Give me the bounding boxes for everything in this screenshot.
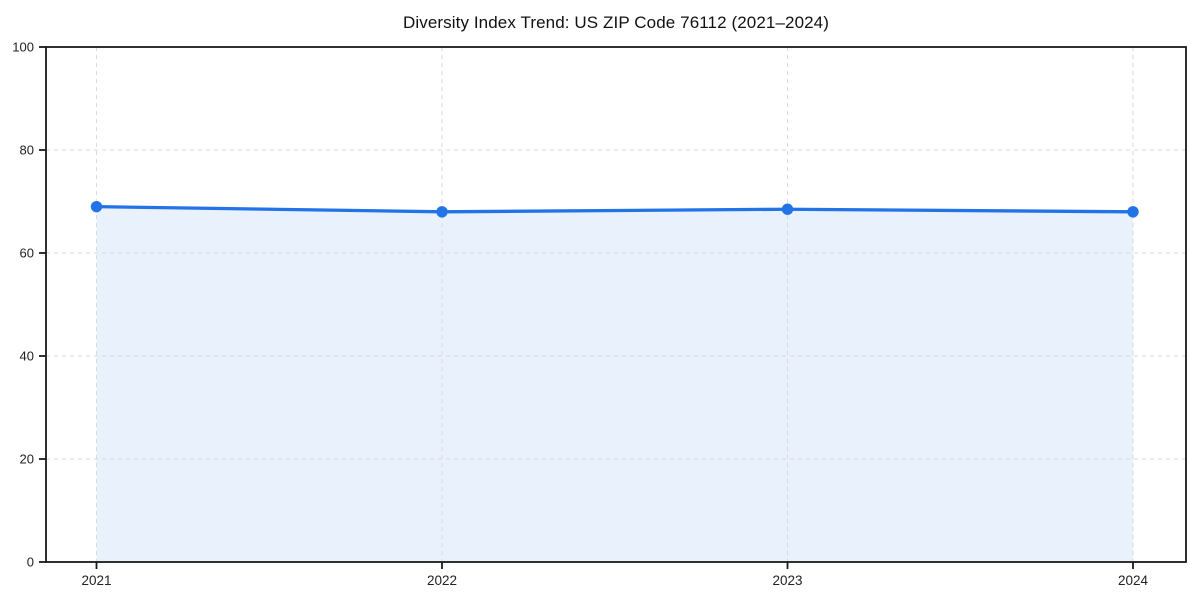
data-point-marker [90,200,103,213]
data-point-marker [781,203,794,215]
x-tick-label: 2021 [81,573,111,588]
x-tick-label: 2022 [427,573,457,588]
y-tick-label: 80 [20,143,34,158]
y-tick-label: 20 [20,452,34,467]
x-tick-label: 2024 [1118,573,1149,588]
area-fill [96,206,1133,562]
y-tick-label: 100 [12,40,34,55]
data-point-marker [1127,206,1139,218]
y-tick-label: 40 [20,349,34,364]
y-tick-label: 60 [20,246,34,261]
chart-title: Diversity Index Trend: US ZIP Code 76112… [402,13,830,32]
x-tick-label: 2023 [772,573,802,588]
data-point-marker [436,206,448,218]
plot-border [45,46,1187,563]
y-tick-label: 0 [27,555,34,570]
trend-line [94,204,1135,214]
